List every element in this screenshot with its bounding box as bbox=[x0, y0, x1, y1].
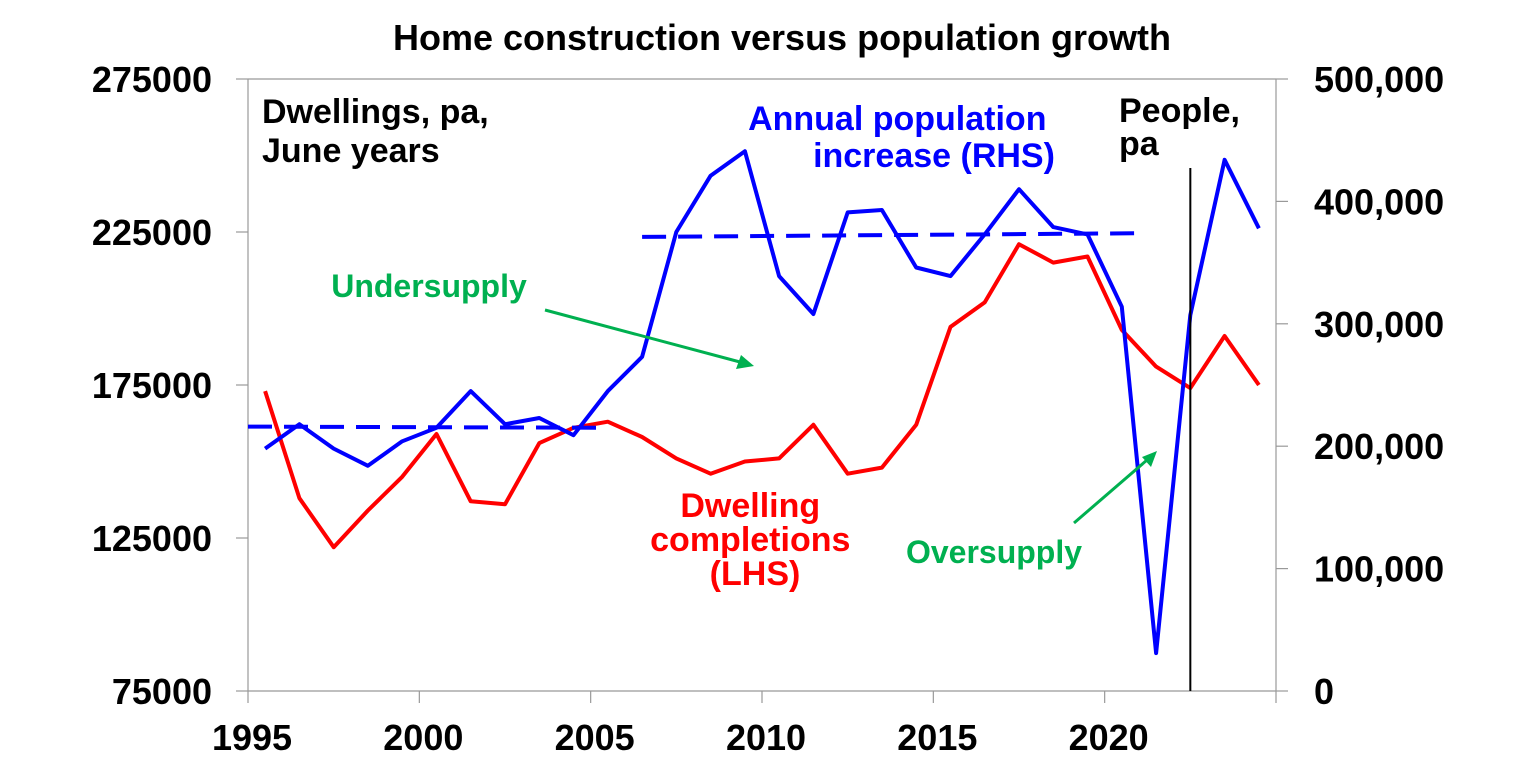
undersupply-arrow bbox=[544, 308, 754, 369]
population-increase-line bbox=[263, 149, 1261, 656]
oversupply-annotation: Oversupply bbox=[906, 534, 1082, 570]
x-tick-label: 1995 bbox=[212, 717, 292, 758]
x-tick-label: 2005 bbox=[555, 717, 635, 758]
dwelling-completions-line bbox=[263, 242, 1261, 550]
population-average-dashed-line bbox=[247, 424, 608, 430]
dwelling-series-label: Dwelling completions (LHS) bbox=[650, 487, 860, 593]
undersupply-annotation: Undersupply bbox=[331, 268, 527, 304]
right-tick-label: 300,000 bbox=[1314, 304, 1444, 345]
chart-title: Home construction versus population grow… bbox=[393, 17, 1171, 58]
right-axis-ticks: 0 100,000 200,000 300,000 400,000 500,000 bbox=[1276, 59, 1444, 712]
population-series-label: Annual population increase (RHS) bbox=[748, 100, 1056, 175]
left-tick-label: 275000 bbox=[92, 59, 212, 100]
left-axis-label: Dwellings, pa, June years bbox=[262, 93, 498, 170]
left-axis-ticks: 75000 125000 175000 225000 275000 bbox=[92, 59, 248, 712]
x-tick-label: 2000 bbox=[383, 717, 463, 758]
left-tick-label: 175000 bbox=[92, 365, 212, 406]
right-tick-label: 400,000 bbox=[1314, 181, 1444, 222]
right-tick-label: 500,000 bbox=[1314, 59, 1444, 100]
x-tick-label: 2015 bbox=[897, 717, 977, 758]
left-tick-label: 225000 bbox=[92, 212, 212, 253]
right-tick-label: 200,000 bbox=[1314, 426, 1444, 467]
right-tick-label: 100,000 bbox=[1314, 549, 1444, 590]
left-tick-label: 125000 bbox=[92, 518, 212, 559]
population-average-dashed-line bbox=[642, 231, 1143, 239]
right-tick-label: 0 bbox=[1314, 671, 1334, 712]
x-tick-label: 2020 bbox=[1069, 717, 1149, 758]
x-tick-label: 2010 bbox=[726, 717, 806, 758]
oversupply-arrow bbox=[1073, 451, 1157, 525]
x-axis-ticks: 1995 2000 2005 2010 2015 2020 bbox=[212, 691, 1277, 758]
series-layer bbox=[247, 149, 1261, 656]
left-tick-label: 75000 bbox=[112, 671, 212, 712]
right-axis-label: People, pa bbox=[1119, 92, 1249, 163]
axes bbox=[247, 78, 1277, 692]
